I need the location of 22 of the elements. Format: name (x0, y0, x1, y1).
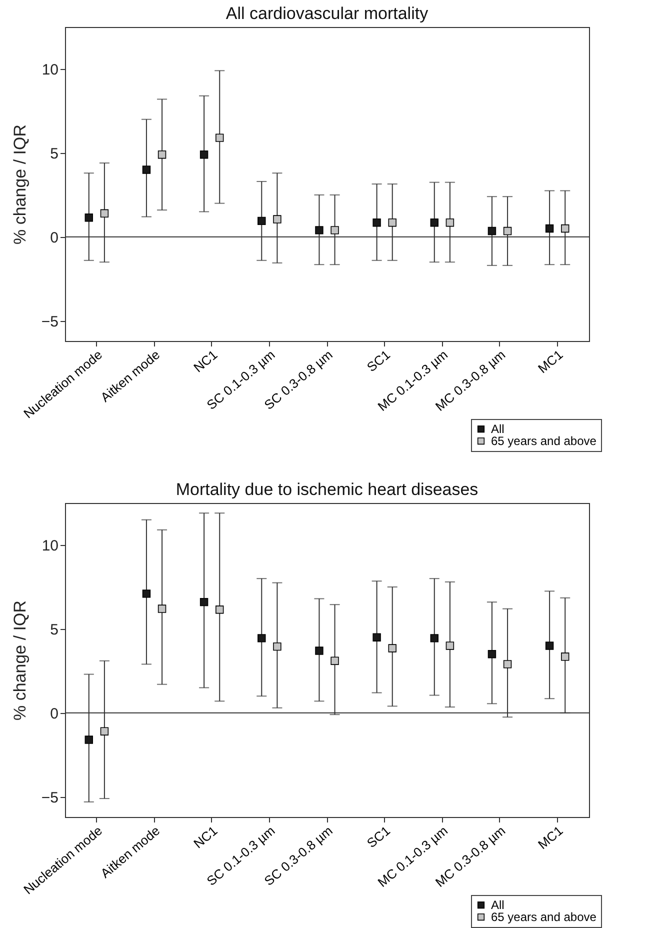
y-tick-label: −5 (41, 789, 58, 806)
y-tick-label: 5 (50, 145, 58, 162)
y-axis-title: % change / IQR (10, 600, 30, 721)
x-tick-label: SC1 (364, 822, 393, 851)
y-tick-label: 5 (50, 621, 58, 638)
y-tick-label: −5 (41, 313, 58, 330)
legend-label: 65 years and above (491, 910, 597, 924)
y-tick-label: 10 (42, 537, 58, 554)
y-tick-label: 10 (42, 61, 58, 78)
legend-label: 65 years and above (491, 434, 597, 448)
legend-label: All (491, 898, 504, 912)
x-tick-label: MC1 (535, 346, 566, 376)
chart-title: All cardiovascular mortality (226, 4, 429, 23)
y-tick-label: 0 (50, 229, 58, 246)
x-tick-label: NC1 (190, 346, 220, 376)
x-tick-label: SC1 (364, 346, 393, 375)
x-tick-label: MC1 (535, 822, 566, 852)
chart-title: Mortality due to ischemic heart diseases (176, 480, 478, 499)
y-axis-title: % change / IQR (10, 124, 30, 245)
legend-label: All (491, 422, 504, 436)
y-tick-label: 0 (50, 705, 58, 722)
x-tick-label: NC1 (190, 822, 220, 852)
